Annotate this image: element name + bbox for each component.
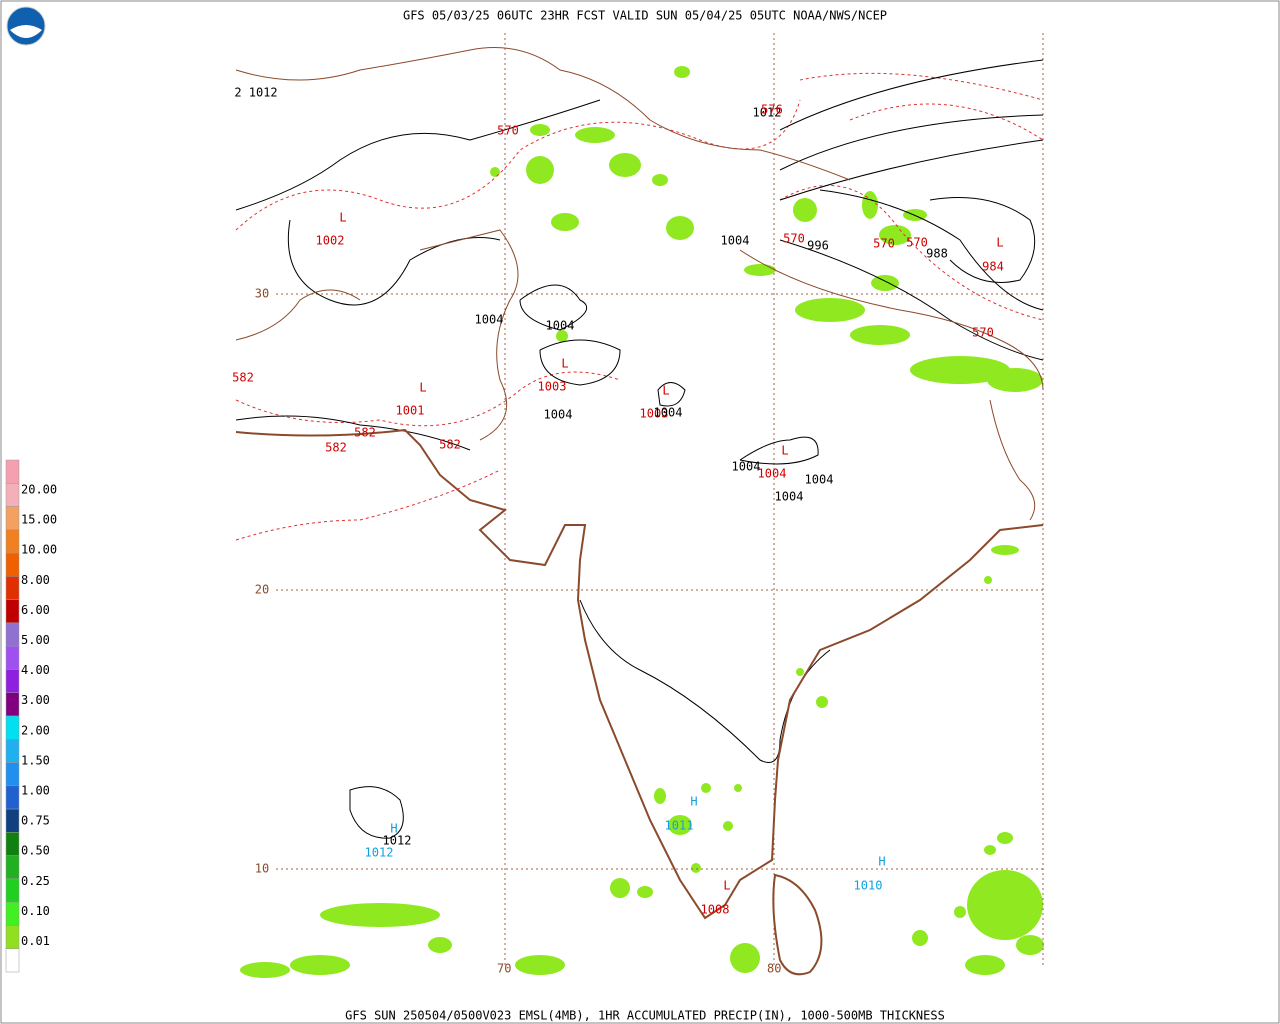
isobar-label: 988 <box>926 247 948 261</box>
thickness-label: 570 <box>497 124 519 138</box>
legend-swatch <box>5 925 20 949</box>
legend-label: 1.50 <box>21 753 50 767</box>
legend-swatch <box>5 483 20 507</box>
legend-label: 6.00 <box>21 603 50 617</box>
isobar-label: 1004 <box>805 473 834 487</box>
legend-swatch <box>5 739 20 763</box>
pressure-value: 1003 <box>538 380 567 394</box>
legend-swatch <box>5 645 20 670</box>
legend-swatch <box>5 529 20 554</box>
legend-label: 5.00 <box>21 633 50 647</box>
isobar-label: 1004 <box>721 234 750 248</box>
lat-label: 10 <box>255 862 269 876</box>
isobar-label: 1004 <box>654 406 683 420</box>
thickness-label: 582 <box>232 371 254 385</box>
isobar-label: 1004 <box>475 313 504 327</box>
pressure-value: 1004 <box>758 467 787 481</box>
pressure-symbol: H <box>390 822 397 836</box>
pressure-value: 1010 <box>854 879 883 893</box>
legend-swatch <box>5 808 20 833</box>
legend-label: 8.00 <box>21 573 50 587</box>
isobar-label: 1004 <box>775 490 804 504</box>
legend-swatch <box>5 855 20 880</box>
thickness-label: 582 <box>439 438 461 452</box>
legend-swatch <box>5 878 20 903</box>
header-title: GFS 05/03/25 06UTC 23HR FCST VALID SUN 0… <box>403 9 887 23</box>
thickness-label: 570 <box>972 326 994 340</box>
legend-swatch <box>5 622 20 647</box>
pressure-value: 1011 <box>665 819 694 833</box>
legend: 20.00 15.00 10.00 8.00 6.00 5.00 4.00 3.00 2.00 1… <box>5 459 57 973</box>
legend-label: 0.75 <box>21 814 50 828</box>
legend-swatch <box>5 901 20 926</box>
lat-label: 20 <box>255 583 269 597</box>
legend-swatch <box>5 552 20 577</box>
legend-swatch <box>5 599 20 624</box>
pressure-value: 1002 <box>316 234 345 248</box>
legend-swatch <box>5 669 20 693</box>
pressure-value: 1001 <box>396 404 425 418</box>
legend-label: 3.00 <box>21 693 50 707</box>
lat-label: 30 <box>255 287 269 301</box>
legend-label: 2.00 <box>21 723 50 737</box>
lon-label: 70 <box>497 962 511 976</box>
pressure-symbol: L <box>662 384 669 398</box>
thickness-label: 570 <box>906 236 928 250</box>
isobar-label: 2 1012 <box>234 86 277 100</box>
pressure-symbol: H <box>690 795 697 809</box>
pressure-symbol: L <box>419 381 426 395</box>
legend-swatch <box>5 692 20 717</box>
borders <box>235 47 1044 521</box>
pressure-symbol: H <box>878 855 885 869</box>
thickness-label: 582 <box>325 441 347 455</box>
legend-swatch <box>5 576 20 600</box>
legend-label: 4.00 <box>21 663 50 677</box>
legend-swatch <box>5 715 20 740</box>
legend-label: 15.00 <box>21 513 57 527</box>
thickness-label: 570 <box>873 237 895 251</box>
legend-label: 10.00 <box>21 543 57 557</box>
thickness-label: 582 <box>354 426 376 440</box>
coastline <box>235 428 1044 976</box>
isobar-label: 1012 <box>753 106 782 120</box>
pressure-symbol: L <box>339 211 346 225</box>
legend-label: 0.01 <box>21 934 50 948</box>
map-labels: 30 20 10 70 80 L 1002 L 1001 L 1003 L 1003 L 1004 L 984 L… <box>232 86 1004 976</box>
noaa-logo <box>6 6 46 46</box>
legend-label: 1.00 <box>21 784 50 798</box>
isobar-label: 996 <box>807 239 829 253</box>
legend-swatch <box>5 785 20 810</box>
footer-title: GFS SUN 250504/0500V023 EMSL(4MB), 1HR A… <box>345 1009 945 1023</box>
legend-swatch <box>5 506 20 531</box>
isobar-label: 1012 <box>383 834 412 848</box>
thickness-label: 576 <box>761 103 783 117</box>
isobars <box>235 59 1044 839</box>
isobar-label: 1004 <box>544 408 573 422</box>
legend-label: 0.10 <box>21 904 50 918</box>
pressure-symbol: L <box>723 879 730 893</box>
pressure-value: 1003 <box>640 407 669 421</box>
pressure-symbol: L <box>781 444 788 458</box>
thickness-label: 570 <box>783 232 805 246</box>
pressure-value: 1008 <box>701 903 730 917</box>
legend-swatch <box>5 459 20 484</box>
pressure-value: 984 <box>982 260 1004 274</box>
legend-swatch <box>5 832 20 856</box>
legend-swatch <box>5 762 20 787</box>
pressure-symbol: L <box>996 236 1003 250</box>
pressure-symbol: L <box>561 357 568 371</box>
isobar-label: 1004 <box>732 460 761 474</box>
legend-label: 20.00 <box>21 483 57 497</box>
legend-label: 0.50 <box>21 844 50 858</box>
legend-swatch <box>5 948 20 973</box>
isobar-label: 1004 <box>546 319 575 333</box>
legend-label: 0.25 <box>21 874 50 888</box>
lon-label: 80 <box>767 962 781 976</box>
pressure-value: 1012 <box>365 846 394 860</box>
